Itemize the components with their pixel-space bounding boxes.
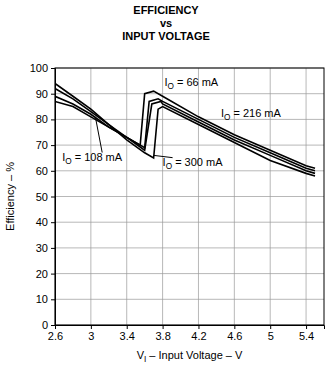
tick-mark [163, 325, 164, 329]
series-label: IO = 66 mA [164, 76, 218, 91]
tick-label: 4.6 [227, 330, 242, 342]
tick-mark [51, 197, 55, 198]
grid-line [55, 196, 324, 197]
series-labels: IO = 66 mA IO = 108 mA IO = 216 mA IO = 300… [62, 76, 281, 171]
series-label: IO = 216 mA [221, 107, 282, 122]
axis-line [51, 69, 56, 326]
tick: 3 [88, 325, 94, 342]
tick: 30 [36, 242, 55, 254]
tick: 60 [36, 165, 55, 177]
tick-mark [91, 325, 92, 329]
tick-label: 3.8 [155, 330, 170, 342]
tick: 90 [36, 88, 55, 100]
series-label: IO = 300 mA [163, 156, 224, 171]
tick: 50 [36, 191, 55, 203]
tick-mark [51, 222, 55, 223]
tick: 3.4 [120, 325, 135, 342]
grid-line [55, 222, 324, 223]
grid-line [55, 273, 324, 274]
chart: EFFICIENCYvsINPUT VOLTAGE 2.6 3 3.4 3.8 4.2 4.… [0, 0, 332, 365]
plot-frame [55, 68, 324, 325]
tick-mark [51, 119, 55, 120]
series-line [55, 96, 315, 171]
series-line [55, 89, 315, 174]
tick-mark [51, 171, 55, 172]
grid-line [55, 247, 324, 248]
tick-label: 80 [36, 113, 48, 125]
tick-label: 5.4 [299, 330, 314, 342]
tick: 40 [36, 216, 55, 228]
plot: 2.6 3 3.4 3.8 4.2 4.6 5 5.4 0 10 20 30 40 50 60 70 80 90 1… [30, 62, 325, 342]
tick-label: 100 [30, 62, 48, 74]
tick-label: 70 [36, 139, 48, 151]
tick-mark [51, 299, 55, 300]
x-axis-label: VI – Input Voltage – V [137, 349, 243, 364]
grid [55, 68, 324, 325]
tick-mark [51, 68, 55, 69]
tick-mark [198, 325, 199, 329]
tick: 20 [36, 268, 55, 280]
tick: 70 [36, 139, 55, 151]
axis-line [56, 326, 325, 330]
tick: 4.2 [191, 325, 206, 342]
tick-mark [270, 325, 271, 329]
x-axis: 2.6 3 3.4 3.8 4.2 4.6 5 5.4 [48, 325, 325, 342]
tick-mark [306, 325, 307, 329]
tick-label: 60 [36, 165, 48, 177]
grid-line [55, 299, 324, 300]
tick-label: 30 [36, 242, 48, 254]
series-line [55, 83, 315, 176]
tick: 3.8 [155, 325, 170, 342]
y-axis: 0 10 20 30 40 50 60 70 80 90 100 [30, 62, 56, 331]
tick-label: 5 [268, 330, 274, 342]
tick: 5.4 [299, 325, 314, 342]
grid-line [55, 93, 324, 94]
tick-label: 3 [88, 330, 94, 342]
tick-label: 50 [36, 191, 48, 203]
tick-label: 3.4 [120, 330, 135, 342]
series-label: IO = 108 mA [62, 151, 123, 166]
grid-line [55, 170, 324, 171]
tick: 10 [36, 293, 55, 305]
series-group [55, 83, 315, 176]
leader-line [95, 117, 102, 153]
tick-mark [51, 274, 55, 275]
tick-label: 0 [42, 319, 48, 331]
tick: 80 [36, 113, 55, 125]
tick-label: 40 [36, 216, 48, 228]
tick-label: 4.2 [191, 330, 206, 342]
tick-label: 90 [36, 88, 48, 100]
tick-label: 20 [36, 268, 48, 280]
grid-line [55, 145, 324, 146]
tick-mark [234, 325, 235, 329]
series-line [55, 91, 315, 168]
tick-label: 2.6 [48, 330, 63, 342]
tick: 5 [268, 325, 274, 342]
tick: 0 [42, 319, 55, 331]
title: EFFICIENCYvsINPUT VOLTAGE [122, 4, 210, 42]
tick: 4.6 [227, 325, 242, 342]
tick-mark [51, 325, 55, 326]
tick: 100 [30, 62, 55, 74]
tick-mark [51, 94, 55, 95]
tick-mark [51, 145, 55, 146]
tick-label: 10 [36, 293, 48, 305]
y-axis-label: Efficiency – % [4, 162, 16, 231]
tick: 2.6 [48, 325, 63, 342]
tick-mark [51, 248, 55, 249]
tick-mark [127, 325, 128, 329]
